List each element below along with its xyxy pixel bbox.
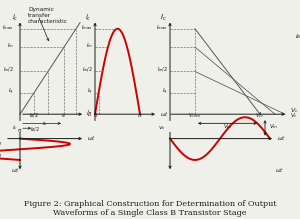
Text: $I_q$: $I_q$ [162,87,168,97]
Text: $v_c$: $v_c$ [158,124,166,132]
Text: $I_{max}$: $I_{max}$ [81,23,93,32]
Text: $I_B/2$: $I_B/2$ [30,125,40,134]
Text: $\omega t$: $\omega t$ [160,110,169,118]
Text: $i_b$: $i_b$ [42,119,48,128]
Text: $\omega t$: $\omega t$ [11,166,20,174]
Text: $I_m/2$: $I_m/2$ [3,65,14,74]
Text: $I_m/2$: $I_m/2$ [82,65,93,74]
Text: $I_m$: $I_m$ [86,41,93,50]
Text: $\omega t$: $\omega t$ [277,134,286,142]
Text: $V_c$: $V_c$ [290,106,298,115]
Text: $I_m/2$: $I_m/2$ [157,65,168,74]
Text: $I_B/2$: $I_B/2$ [29,111,39,120]
Text: $\omega t$: $\omega t$ [275,166,284,174]
Text: $I_{max}$: $I_{max}$ [156,23,168,32]
Text: $V_c$: $V_c$ [290,111,298,120]
Text: $V_m$: $V_m$ [223,122,232,131]
Text: $i_c$: $i_c$ [85,13,92,23]
Text: $I_q$: $I_q$ [8,87,14,97]
Text: $\pi$: $\pi$ [137,112,143,119]
Text: $\omega t$: $\omega t$ [87,134,96,142]
Text: Dynamic
transfer
characteristic: Dynamic transfer characteristic [28,7,68,24]
Text: $V_m$: $V_m$ [269,122,278,131]
Text: $2I_q$: $2I_q$ [0,151,3,161]
Text: Figure 2: Graphical Construction for Determination of Output
Waveforms of a Sing: Figure 2: Graphical Construction for Det… [24,200,276,217]
Text: $2I_q$: $2I_q$ [0,138,3,149]
Text: $\pi$: $\pi$ [17,127,23,134]
Text: $I_m$: $I_m$ [7,41,14,50]
Text: 0: 0 [93,113,97,118]
Text: $V_{cc}$: $V_{cc}$ [255,111,265,120]
Text: $i_b$: $i_b$ [61,111,67,120]
Text: $i_c$: $i_c$ [12,13,18,23]
Text: $i_B$: $i_B$ [86,109,93,119]
Text: $I_B$: $I_B$ [295,32,300,41]
Text: $I_q$: $I_q$ [87,87,93,97]
Text: $I_c$: $I_c$ [160,13,167,23]
Text: $V_{cmin}$: $V_{cmin}$ [188,111,202,120]
Text: $I_{max}$: $I_{max}$ [2,23,14,32]
Text: $i_c$: $i_c$ [12,124,18,132]
